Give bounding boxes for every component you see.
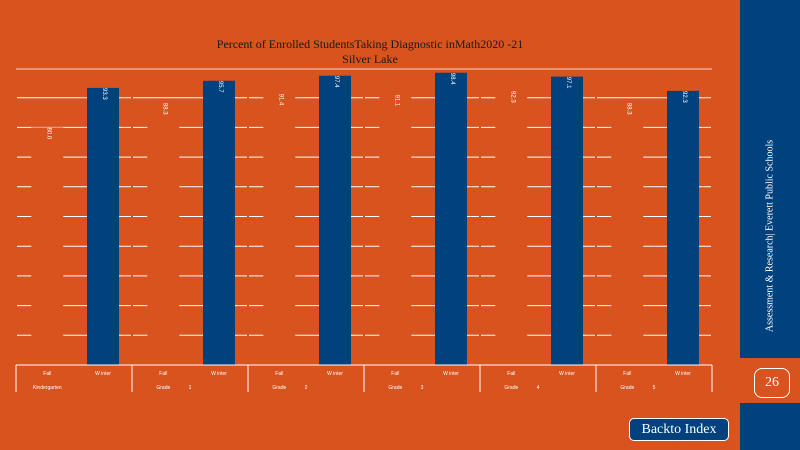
data-label-fall: 88.3 [625, 103, 631, 115]
group-label: Grade [620, 385, 634, 391]
chart: Percent of Enrolled StudentsTaking Diagn… [15, 37, 713, 392]
x-label-fall: Fall [391, 371, 399, 377]
x-label-winter: W inter [675, 371, 691, 377]
data-label-fall: 91.4 [277, 94, 283, 106]
bar-winter [319, 75, 351, 366]
group-label: Grade [272, 385, 286, 391]
x-label-fall: Fall [43, 371, 51, 377]
data-label-winter: 95.7 [217, 81, 223, 93]
data-label-winter: 97.1 [565, 77, 571, 89]
data-label-fall: 88.3 [161, 103, 167, 115]
group-number: 3 [421, 385, 424, 391]
group-label: Grade [388, 385, 402, 391]
group-label: Grade [504, 385, 518, 391]
data-label-winter: 92.3 [681, 91, 687, 103]
group-label: Grade [156, 385, 170, 391]
bar-fall [147, 102, 180, 366]
group-number: 5 [653, 385, 656, 391]
sidebar [740, 0, 800, 358]
group-number: 1 [189, 385, 192, 391]
chart-title: Percent of Enrolled StudentsTaking Diagn… [217, 37, 523, 51]
group-label: Kindergarten [33, 385, 62, 391]
bar-winter [87, 87, 119, 366]
bar-fall [263, 93, 296, 366]
data-label-fall: 80.0 [45, 128, 51, 140]
bar-winter [667, 90, 699, 365]
sidebar-text: Assessment & Research| Everett Public Sc… [764, 139, 776, 333]
chart-subtitle: Silver Lake [342, 52, 398, 66]
x-label-winter: W inter [327, 371, 343, 377]
page-number: 26 [754, 368, 790, 398]
data-label-fall: 91.1 [393, 95, 399, 107]
x-label-fall: Fall [159, 371, 167, 377]
x-label-fall: Fall [275, 371, 283, 377]
group-number: 4 [537, 385, 540, 391]
back-to-index-button[interactable]: Backto Index [629, 418, 729, 441]
x-label-winter: W inter [211, 371, 227, 377]
data-label-winter: 93.3 [101, 88, 107, 100]
sidebar-footer [740, 403, 800, 450]
bar-winter [203, 80, 235, 365]
x-label-fall: Fall [623, 371, 631, 377]
x-label-winter: W inter [559, 371, 575, 377]
bar-fall [611, 102, 644, 366]
bar-winter [551, 76, 583, 365]
group-number: 2 [305, 385, 308, 391]
x-label-winter: W inter [95, 371, 111, 377]
data-label-winter: 98.4 [449, 73, 455, 85]
x-label-winter: W inter [443, 371, 459, 377]
bar-fall [379, 94, 412, 366]
bar-fall [31, 127, 64, 366]
bar-winter [435, 72, 467, 365]
x-label-fall: Fall [507, 371, 515, 377]
data-label-fall: 92.3 [509, 91, 515, 103]
data-label-winter: 97.4 [333, 76, 339, 88]
bar-fall [495, 90, 528, 365]
